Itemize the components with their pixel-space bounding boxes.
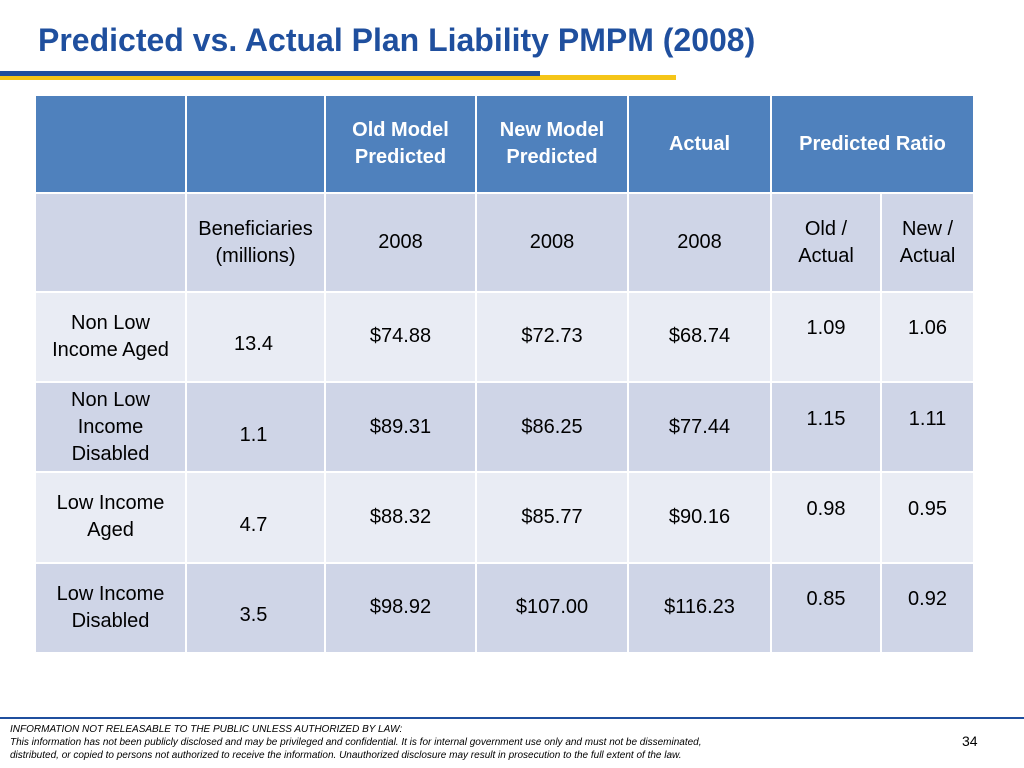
- header-new-model-line1: New Model: [499, 119, 605, 142]
- row-beneficiaries: 1.1: [185, 380, 326, 474]
- footer-line1: INFORMATION NOT RELEASABLE TO THE PUBLIC…: [10, 724, 403, 735]
- row-new-ratio: 0.95: [879, 471, 976, 564]
- subheader-new-actual-line1: New /: [901, 217, 954, 240]
- row-old-ratio: 1.09: [770, 290, 882, 384]
- row-new-ratio: 1.11: [879, 380, 976, 474]
- row-new-ratio: 1.06: [879, 290, 976, 384]
- title-underline-gold: [0, 75, 540, 80]
- row-new-ratio-value: 0.92: [908, 588, 947, 611]
- header-old-model-line2: Predicted: [354, 146, 447, 169]
- subheader-beneficiaries-line1: Beneficiaries: [198, 217, 313, 240]
- footer-divider: [0, 717, 1024, 719]
- row-label: Low Income Aged: [34, 471, 187, 564]
- row-old-ratio: 0.98: [770, 471, 882, 564]
- page-title: Predicted vs. Actual Plan Liability PMPM…: [38, 22, 756, 58]
- row-old-ratio: 1.15: [770, 380, 882, 474]
- subheader-old-year: 2008: [324, 192, 477, 293]
- row-beneficiaries-value: 13.4: [234, 333, 273, 356]
- row-actual: $90.16: [627, 471, 772, 564]
- footer: INFORMATION NOT RELEASABLE TO THE PUBLIC…: [0, 717, 1024, 768]
- row-new-ratio-value: 1.11: [908, 407, 947, 430]
- row-label-line1: Non Low: [71, 311, 150, 334]
- table-row: Low Income Disabled 3.5 $98.92 $107.00 $…: [34, 561, 976, 655]
- row-old-ratio: 0.85: [770, 561, 882, 655]
- footer-line3: distributed, or copied to persons not au…: [10, 750, 682, 761]
- header-old-model-line1: Old Model: [352, 119, 449, 142]
- row-new-ratio-value: 0.95: [908, 497, 947, 520]
- row-label: Low Income Disabled: [34, 561, 187, 655]
- row-label: Non Low Income Disabled: [34, 380, 187, 474]
- page-number: 34: [962, 733, 978, 749]
- row-old-predicted: $89.31: [324, 380, 477, 474]
- row-old-ratio-value: 0.85: [806, 588, 846, 611]
- title-underline-blue: [0, 71, 540, 76]
- subheader-new-actual-line2: Actual: [899, 244, 956, 267]
- row-label-line1: Low Income: [56, 582, 165, 605]
- row-old-predicted: $98.92: [324, 561, 477, 655]
- row-label-line2: Income: [77, 415, 144, 438]
- row-beneficiaries-value: 4.7: [239, 513, 268, 536]
- row-old-predicted: $88.32: [324, 471, 477, 564]
- row-label: Non Low Income Aged: [34, 290, 187, 384]
- subheader-old-actual-line2: Actual: [798, 244, 854, 267]
- subheader-old-actual-line1: Old /: [804, 217, 848, 240]
- row-beneficiaries-value: 1.1: [239, 423, 268, 446]
- footer-disclaimer: INFORMATION NOT RELEASABLE TO THE PUBLIC…: [10, 723, 870, 762]
- header-empty-2: [185, 93, 326, 195]
- row-label-line1: Non Low: [71, 388, 150, 411]
- footer-line2: This information has not been publicly d…: [10, 737, 702, 748]
- row-new-ratio-value: 1.06: [908, 317, 947, 340]
- header-new-model: New Model Predicted: [475, 93, 629, 195]
- table-header-row: Old Model Predicted New Model Predicted …: [34, 93, 976, 195]
- header-actual: Actual: [627, 93, 772, 195]
- row-actual: $77.44: [627, 380, 772, 474]
- row-label-line3: Disabled: [71, 442, 150, 465]
- subheader-empty: [34, 192, 187, 293]
- table-row: Non Low Income Disabled 1.1 $89.31 $86.2…: [34, 380, 976, 474]
- row-old-predicted: $74.88: [324, 290, 477, 384]
- row-old-ratio-value: 1.15: [806, 407, 846, 430]
- row-actual: $68.74: [627, 290, 772, 384]
- header-predicted-ratio: Predicted Ratio: [769, 93, 976, 195]
- header-old-model: Old Model Predicted: [324, 93, 477, 195]
- row-old-ratio-value: 1.09: [806, 317, 846, 340]
- header-new-model-line2: Predicted: [506, 146, 598, 169]
- header-empty-1: [34, 93, 187, 195]
- row-beneficiaries: 3.5: [185, 561, 326, 655]
- row-label-line2: Disabled: [71, 609, 150, 632]
- row-label-line2: Income Aged: [52, 338, 169, 361]
- row-actual: $116.23: [627, 561, 772, 655]
- liability-table: Old Model Predicted New Model Predicted …: [34, 93, 976, 655]
- row-new-predicted: $85.77: [475, 471, 629, 564]
- subheader-beneficiaries-line2: (millions): [215, 244, 296, 267]
- row-new-predicted: $107.00: [475, 561, 629, 655]
- table-row: Low Income Aged 4.7 $88.32 $85.77 $90.16…: [34, 471, 976, 564]
- row-new-predicted: $72.73: [475, 290, 629, 384]
- subheader-beneficiaries: Beneficiaries (millions): [185, 192, 326, 293]
- subheader-new-actual: New / Actual: [879, 192, 976, 293]
- row-beneficiaries: 13.4: [185, 290, 326, 384]
- table-subheader-row: Beneficiaries (millions) 2008 2008 2008 …: [34, 192, 976, 293]
- row-new-predicted: $86.25: [475, 380, 629, 474]
- subheader-old-actual: Old / Actual: [770, 192, 882, 293]
- row-beneficiaries-value: 3.5: [239, 604, 268, 627]
- subheader-actual-year: 2008: [627, 192, 772, 293]
- table-row: Non Low Income Aged 13.4 $74.88 $72.73 $…: [34, 290, 976, 384]
- row-label-line1: Low Income: [56, 492, 165, 515]
- row-beneficiaries: 4.7: [185, 471, 326, 564]
- title-underline-gold-tail: [540, 75, 676, 80]
- row-old-ratio-value: 0.98: [806, 497, 846, 520]
- row-new-ratio: 0.92: [879, 561, 976, 655]
- row-label-line2: Aged: [87, 519, 134, 542]
- subheader-new-year: 2008: [475, 192, 629, 293]
